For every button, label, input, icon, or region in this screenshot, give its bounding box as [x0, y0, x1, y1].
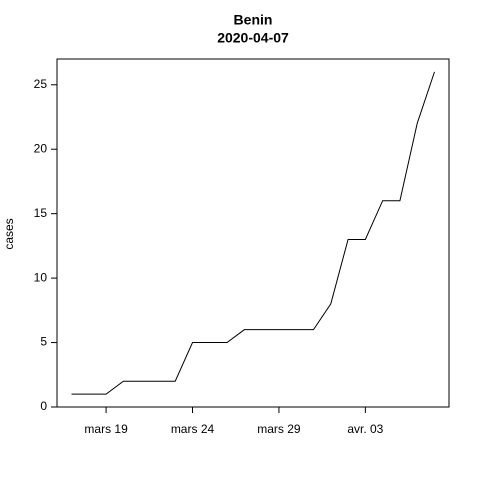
y-tick-label: 10: [34, 270, 48, 284]
line: [71, 71, 435, 395]
x-tick-label: avr. 03: [347, 422, 383, 436]
y-tick-label: 20: [34, 141, 48, 155]
plot-box: [56, 58, 450, 408]
y-axis-label: cases: [2, 218, 16, 249]
y-tick-label: 0: [40, 399, 47, 413]
y-tick-label: 25: [34, 77, 48, 91]
chart-subtitle: 2020-04-07: [217, 30, 289, 46]
x-tick-label: mars 19: [84, 422, 128, 436]
x-tick-label: mars 24: [171, 422, 215, 436]
x-tick-label: mars 29: [257, 422, 301, 436]
y-tick-label: 15: [34, 206, 48, 220]
chart-title: Benin: [234, 12, 273, 28]
y-tick-label: 5: [40, 335, 47, 349]
